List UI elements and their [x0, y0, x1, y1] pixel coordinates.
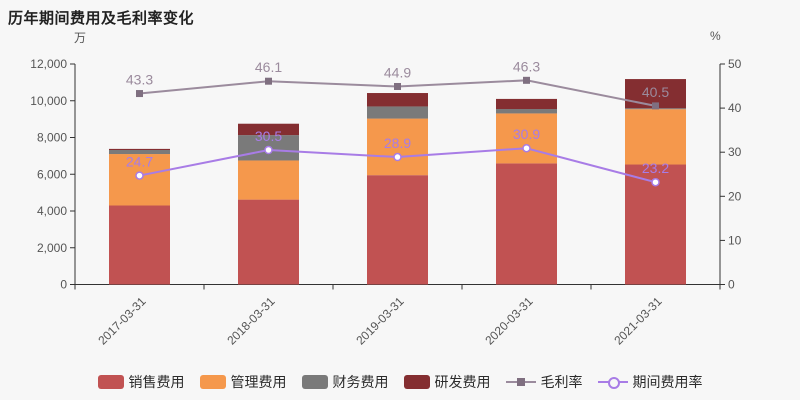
legend-item-admin-expense[interactable]: 管理费用	[199, 372, 287, 392]
legend-label-gross-margin: 毛利率	[540, 374, 583, 390]
plot-area: 0 2,000 4,000 6,000 8,000 10,000 12,000 0 10 20 30…	[30, 57, 742, 348]
gross-margin-value-label: 44.9	[384, 64, 411, 80]
gross-margin-value-label: 46.1	[255, 59, 282, 75]
expense-ratio-line-icon	[597, 377, 628, 389]
gross-margin-value-label: 40.5	[642, 84, 669, 100]
right-axis-tick-label: 40	[728, 101, 742, 115]
left-axis-unit: 万	[74, 31, 87, 45]
bar-segment-sales[interactable]	[238, 199, 299, 285]
bar-segment-admin[interactable]	[367, 118, 428, 176]
x-axis-category-label: 2020-03-31	[482, 294, 536, 348]
bar-segment-rd[interactable]	[238, 123, 299, 136]
left-axis-tick-label: 4,000	[37, 204, 67, 218]
right-axis-tick-label: 20	[728, 189, 742, 203]
expense-ratio-value-label: 30.5	[255, 128, 282, 144]
expense-ratio-value-label: 28.9	[384, 135, 411, 151]
bar-segment-sales[interactable]	[109, 205, 170, 285]
gross-margin-line-icon	[505, 377, 536, 387]
legend-item-sales-expense[interactable]: 销售费用	[97, 372, 185, 392]
expense-ratio-marker[interactable]	[393, 152, 402, 162]
bar-segment-sales[interactable]	[496, 163, 557, 285]
gross-margin-marker[interactable]	[136, 90, 143, 98]
expense-ratio-value-label: 24.7	[126, 154, 153, 170]
bar-segment-admin[interactable]	[496, 113, 557, 164]
right-axis-unit: %	[710, 29, 721, 43]
left-axis-tick-label: 8,000	[37, 131, 67, 145]
left-axis-tick-label: 10,000	[30, 94, 67, 108]
gross-margin-value-label: 46.3	[513, 58, 540, 74]
right-axis-tick-label: 30	[728, 145, 742, 159]
expense-ratio-marker[interactable]	[522, 143, 531, 153]
bar-segment-finance[interactable]	[367, 106, 428, 119]
legend-item-expense-ratio[interactable]: 期间费用率	[597, 372, 703, 392]
legend-label-finance: 财务费用	[332, 374, 389, 390]
bar-segment-sales[interactable]	[367, 175, 428, 285]
gross-margin-value-label: 43.3	[126, 72, 153, 88]
gross-margin-marker[interactable]	[652, 102, 659, 110]
legend-item-finance-expense[interactable]: 财务费用	[301, 372, 389, 392]
bar-segment-admin[interactable]	[238, 160, 299, 200]
left-axis-tick-label: 12,000	[30, 57, 67, 71]
legend-label-admin: 管理费用	[230, 374, 287, 390]
left-axis-tick-label: 0	[60, 278, 67, 292]
legend-label-sales: 销售费用	[128, 374, 185, 390]
x-axis-category-label: 2019-03-31	[353, 294, 407, 348]
expense-ratio-value-label: 30.9	[513, 126, 540, 142]
right-axis-tick-label: 0	[728, 278, 735, 292]
expense-ratio-marker[interactable]	[135, 171, 144, 180]
expense-ratio-value-label: 23.2	[642, 160, 669, 176]
legend-label-rd: 研发费用	[434, 374, 491, 390]
bar-segment-admin[interactable]	[625, 109, 686, 165]
legend-swatch-finance	[301, 375, 328, 389]
x-axis-category-label: 2021-03-31	[611, 294, 665, 348]
chart-title: 历年期间费用及毛利率变化	[8, 10, 195, 27]
legend-swatch-admin	[199, 375, 226, 389]
bar-segment-finance[interactable]	[496, 109, 557, 114]
gross-margin-marker[interactable]	[265, 77, 272, 85]
legend-swatch-rd	[403, 375, 430, 389]
expense-ratio-marker[interactable]	[264, 145, 273, 155]
x-axis-category-label: 2018-03-31	[224, 294, 278, 348]
x-axis-category-label: 2017-03-31	[95, 294, 149, 348]
bar-segment-rd[interactable]	[109, 148, 170, 150]
legend-swatch-sales	[97, 375, 124, 389]
left-axis-tick-label: 6,000	[37, 167, 67, 181]
right-axis-tick-label: 10	[728, 233, 742, 247]
expense-ratio-marker[interactable]	[651, 177, 660, 187]
legend-item-gross-margin[interactable]: 毛利率	[505, 372, 583, 392]
legend: 销售费用 管理费用 财务费用 研发费用 毛利率 期间费用率	[0, 372, 800, 392]
legend-label-expense-ratio: 期间费用率	[632, 374, 703, 390]
bar-segment-rd[interactable]	[367, 93, 428, 107]
bar-segment-finance[interactable]	[109, 149, 170, 155]
gross-margin-marker[interactable]	[523, 76, 530, 84]
gross-margin-marker[interactable]	[394, 82, 401, 90]
legend-item-rd-expense[interactable]: 研发费用	[403, 372, 491, 392]
right-axis-tick-label: 50	[728, 57, 742, 71]
bar-segment-rd[interactable]	[496, 98, 557, 110]
left-axis-tick-label: 2,000	[37, 241, 67, 255]
